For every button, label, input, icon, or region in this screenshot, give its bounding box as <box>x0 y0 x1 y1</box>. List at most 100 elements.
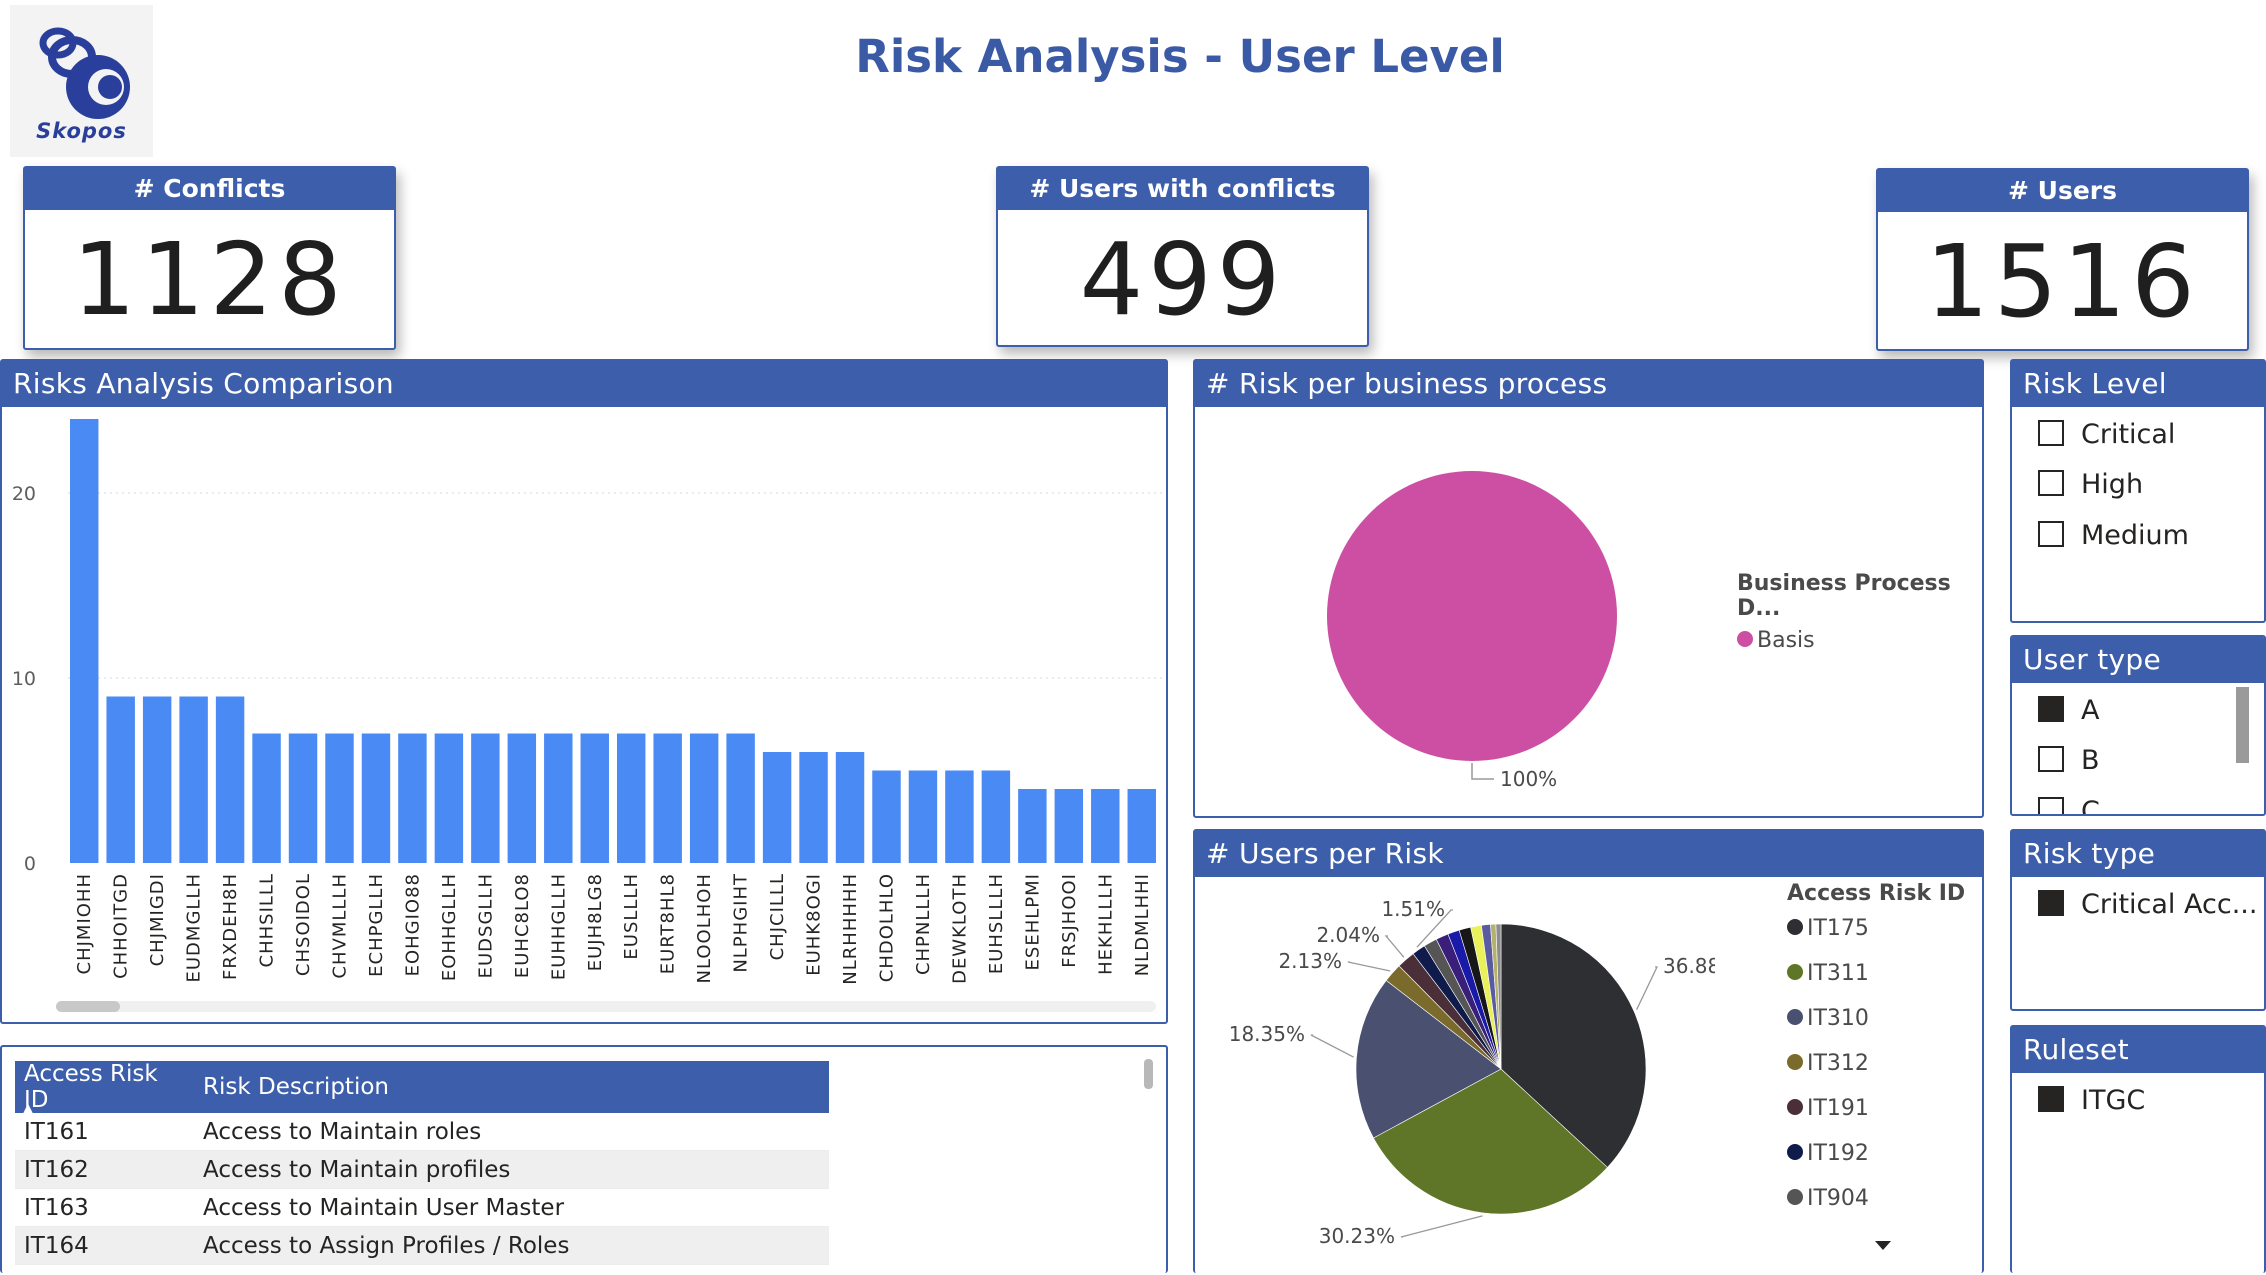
legend-title: Business Process D... <box>1737 571 1951 621</box>
y-tick-label: 20 <box>12 483 36 505</box>
bar <box>1127 789 1156 863</box>
legend-item[interactable]: IT310 <box>1787 996 1965 1041</box>
x-tick-label: NLOOLHOH <box>694 873 715 983</box>
page-title: Risk Analysis - User Level <box>855 30 1505 83</box>
cell-risk-description: Access to Assign Profiles / Roles <box>194 1226 829 1265</box>
kpi-card-conflicts: # Conflicts 1128 <box>23 166 396 350</box>
slicer-ruleset: Ruleset ITGC <box>2010 1025 2266 1273</box>
x-tick-label: NLRHHHHH <box>840 873 861 985</box>
bar <box>653 733 682 863</box>
bar <box>1054 789 1084 863</box>
bar <box>762 752 792 863</box>
legend-item[interactable]: IT192 <box>1787 1131 1965 1176</box>
x-tick-label: CHSOIDOL <box>293 873 314 976</box>
legend-item[interactable]: IT312 <box>1787 1041 1965 1086</box>
panel-title: # Risk per business process <box>1195 361 1982 407</box>
bar <box>434 733 464 863</box>
legend-dot-icon <box>1787 919 1803 935</box>
cell-risk-id: IT164 <box>15 1226 194 1265</box>
leader-line <box>1471 763 1494 780</box>
legend-scroll-down-icon[interactable] <box>1873 1239 1893 1253</box>
panel-title: Risks Analysis Comparison <box>2 361 1166 407</box>
bar <box>726 733 755 863</box>
horizontal-scrollbar[interactable] <box>56 1001 1156 1012</box>
checkbox[interactable] <box>2038 470 2064 496</box>
leader-line <box>1384 935 1405 958</box>
table-row[interactable]: IT164 Access to Assign Profiles / Roles <box>15 1226 829 1265</box>
bar <box>471 733 500 863</box>
leader-line <box>1347 961 1391 972</box>
x-tick-label: ESEHLPMI <box>1022 873 1043 970</box>
legend-dot-icon <box>1787 964 1803 980</box>
checkbox[interactable] <box>2038 746 2064 772</box>
legend-item[interactable]: IT175 <box>1787 906 1965 951</box>
legend-item[interactable]: IT904 <box>1787 1176 1965 1221</box>
bar <box>215 696 245 863</box>
slicer-option-b[interactable]: B <box>2038 743 2100 779</box>
bar <box>1018 789 1047 863</box>
vertical-scrollbar-thumb[interactable] <box>1144 1059 1153 1089</box>
x-tick-label: EOHHGLLH <box>439 873 460 981</box>
leader-line <box>1310 1034 1354 1058</box>
legend-dot-icon <box>1787 1099 1803 1115</box>
slicer-option-critical[interactable]: Critical <box>2038 417 2175 453</box>
leader-line <box>1636 966 1659 1010</box>
kpi-card-users-with-conflicts: # Users with conflicts 499 <box>996 166 1369 347</box>
risk-per-business-process-panel: # Risk per business process 100% Busines… <box>1193 359 1984 818</box>
logo-text: Skopos <box>36 119 127 143</box>
bar <box>617 733 646 863</box>
checkbox[interactable] <box>2038 797 2064 814</box>
checkbox[interactable] <box>2038 420 2064 446</box>
bar <box>252 733 281 863</box>
table-row[interactable]: IT161 Access to Maintain roles <box>15 1113 829 1151</box>
bar <box>945 770 974 863</box>
slicer-option-high[interactable]: High <box>2038 467 2143 503</box>
column-header-access-risk-id[interactable]: Access Risk ID ▲ <box>15 1061 194 1116</box>
pie-slice <box>1373 1068 1608 1215</box>
slicer-scrollbar-thumb[interactable] <box>2236 687 2249 763</box>
bar-chart: 0 10 20 CHJMIOHH CHHOITGD CHJMIGDI EUDMGLLH FR… <box>12 419 1162 985</box>
slicer-option-c[interactable]: C <box>2038 794 2100 814</box>
kpi-label: # Users <box>1878 170 2247 212</box>
scrollbar-thumb[interactable] <box>56 1001 120 1012</box>
bar <box>398 733 427 863</box>
checkbox[interactable] <box>2038 521 2064 547</box>
bar <box>1091 789 1120 863</box>
table-header-row: Access Risk ID ▲ Risk Description <box>15 1061 829 1116</box>
table-row[interactable]: IT163 Access to Maintain User Master <box>15 1188 829 1227</box>
slicer-option-medium[interactable]: Medium <box>2038 518 2189 554</box>
users-per-risk-panel: # Users per Risk 36.88% 30.23% 18.35% 2.13%… <box>1193 829 1984 1273</box>
bar <box>179 696 208 863</box>
slicer-option-itgc[interactable]: ITGC <box>2038 1083 2145 1119</box>
checkbox[interactable] <box>2038 890 2064 916</box>
x-tick-label: EUHC8LO8 <box>512 873 533 978</box>
x-tick-label: EUHSLLLH <box>986 873 1007 974</box>
legend-item[interactable]: IT191 <box>1787 1086 1965 1131</box>
slicer-option-a[interactable]: A <box>2038 693 2099 729</box>
pie1-legend: Business Process D... Basis <box>1737 571 1982 663</box>
business-process-pie-chart: 100% <box>1327 471 1617 791</box>
kpi-label: # Users with conflicts <box>998 168 1367 210</box>
data-label: 100% <box>1500 767 1557 791</box>
x-tick-label: EUDMGLLH <box>184 873 205 982</box>
panel-title: # Users per Risk <box>1195 831 1982 877</box>
cell-risk-id: IT162 <box>15 1150 194 1189</box>
cell-risk-description: Access to Maintain User Master <box>194 1188 829 1227</box>
bar <box>835 752 865 863</box>
x-tick-label: CHHSILLL <box>257 873 278 967</box>
checkbox[interactable] <box>2038 1086 2064 1112</box>
legend-item[interactable]: Basis <box>1737 618 1982 663</box>
slicer-title: Ruleset <box>2012 1027 2264 1073</box>
table-row[interactable]: IT162 Access to Maintain profiles <box>15 1150 829 1189</box>
data-label: 30.23% <box>1319 1224 1395 1248</box>
y-tick-label: 10 <box>12 668 36 690</box>
legend-item[interactable]: IT311 <box>1787 951 1965 996</box>
cell-risk-description: Access to Maintain roles <box>194 1113 829 1151</box>
bar <box>142 696 172 863</box>
slicer-user-type: User type A B C <box>2010 635 2266 816</box>
column-header-risk-description[interactable]: Risk Description <box>194 1061 829 1113</box>
legend-dot-icon <box>1787 1009 1803 1025</box>
slicer-option-critical-access[interactable]: Critical Acc... <box>2038 887 2257 923</box>
leader-line <box>1416 909 1453 948</box>
checkbox[interactable] <box>2038 696 2064 722</box>
